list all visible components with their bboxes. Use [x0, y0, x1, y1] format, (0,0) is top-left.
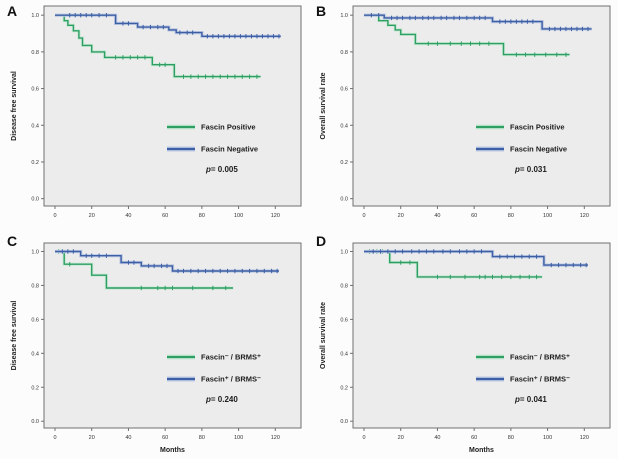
y-axis-tick-label: 0.4: [31, 123, 39, 129]
y-axis-tick-label: 1.0: [31, 13, 39, 19]
x-axis-tick-label: 40: [434, 213, 440, 219]
y-axis-tick-label: 0.6: [340, 317, 348, 323]
p-value: p= 0.005: [205, 165, 238, 174]
x-axis-tick-label: 120: [271, 213, 280, 219]
x-axis-tick-label: 60: [471, 213, 477, 219]
panel-a: A 0 20 40 60 80 100 120 1.0 0.8 0.6 0.4 0.2 0.0 Disea…: [0, 0, 309, 230]
x-axis-tick-label: 40: [125, 435, 131, 441]
x-axis-title: Months: [469, 447, 494, 454]
panel-c-label: C: [7, 233, 18, 249]
x-axis-tick-label: 20: [89, 435, 95, 441]
legend-label: Fascin Positive: [510, 123, 565, 132]
x-axis-tick-label: 20: [398, 435, 404, 441]
x-axis-tick-label: 100: [234, 213, 243, 219]
survival-curve: [55, 250, 234, 289]
km-chart-c: 0 20 40 60 80 100 120 1.0 0.8 0.6 0.4 0.2 0.0 Disease…: [11, 242, 302, 454]
x-axis-tick-label: 60: [162, 213, 168, 219]
plot-area: [43, 5, 302, 207]
panel-c: C 0 20 40 60 80 100 120 1.0 0.8 0.6 0.4 0.2 0.0 Disea…: [0, 230, 309, 459]
y-axis-tick-label: 0.4: [340, 123, 348, 129]
x-axis-tick-label: 100: [234, 435, 243, 441]
x-axis-tick-label: 40: [125, 213, 131, 219]
x-axis-tick-label: 0: [53, 213, 56, 219]
x-axis-tick-label: 0: [362, 435, 365, 441]
survival-curve: [55, 250, 279, 272]
x-axis-tick-label: 120: [271, 435, 280, 441]
legend-label: Fascin Negative: [510, 145, 567, 154]
panel-d: D 0 20 40 60 80 100 120 1.0 0.8 0.6 0.4 0.2 0.0 Overa…: [309, 230, 618, 459]
legend-label: Fascin⁺ / BRMS⁻: [201, 375, 261, 384]
x-axis-title: Months: [160, 447, 185, 454]
plot-area: [352, 242, 611, 429]
y-axis-tick-label: 1.0: [31, 249, 39, 255]
x-axis-tick-label: 100: [543, 213, 552, 219]
panel-b-label: B: [316, 3, 327, 19]
y-axis-tick-label: 0.2: [340, 160, 348, 166]
y-axis-tick-label: 0.0: [340, 197, 348, 203]
p-value: p= 0.240: [205, 395, 238, 404]
legend-label: Fascin⁺ / BRMS⁻: [510, 375, 570, 384]
x-axis-tick-label: 60: [162, 435, 168, 441]
y-axis-tick-label: 1.0: [340, 249, 348, 255]
y-axis-tick-label: 0.0: [31, 197, 39, 203]
x-axis-tick-label: 120: [580, 213, 589, 219]
x-axis-tick-label: 80: [199, 435, 205, 441]
x-axis-tick-label: 60: [471, 435, 477, 441]
survival-curve: [55, 14, 281, 37]
x-axis-tick-label: 100: [543, 435, 552, 441]
x-axis-tick-label: 80: [508, 213, 514, 219]
y-axis-tick-label: 0.2: [340, 385, 348, 391]
y-axis-tick-label: 0.0: [340, 419, 348, 425]
y-axis-title: Disease free survival: [11, 71, 18, 141]
p-value: p= 0.041: [514, 395, 547, 404]
x-axis-tick-label: 120: [580, 435, 589, 441]
x-axis-tick-label: 0: [53, 435, 56, 441]
plot-area: [43, 242, 302, 429]
y-axis-tick-label: 0.8: [31, 283, 39, 289]
y-axis-tick-label: 0.8: [31, 50, 39, 56]
y-axis-tick-label: 0.6: [31, 317, 39, 323]
y-axis-title: Overall survival rate: [320, 72, 327, 139]
y-axis-tick-label: 0.8: [340, 50, 348, 56]
survival-curve: [55, 14, 261, 78]
survival-curve: [364, 14, 592, 30]
x-axis-tick-label: 20: [89, 213, 95, 219]
x-axis-tick-label: 0: [362, 213, 365, 219]
x-axis-tick-label: 40: [434, 435, 440, 441]
x-axis-tick-label: 20: [398, 213, 404, 219]
y-axis-tick-label: 0.8: [340, 283, 348, 289]
panel-a-label: A: [7, 3, 18, 19]
legend-label: Fascin Negative: [201, 145, 258, 154]
p-value: p= 0.031: [514, 165, 547, 174]
panel-d-label: D: [316, 233, 327, 249]
y-axis-tick-label: 0.4: [31, 351, 39, 357]
km-chart-b: 0 20 40 60 80 100 120 1.0 0.8 0.6 0.4 0.2 0.0 Overall…: [320, 5, 611, 219]
x-axis-tick-label: 80: [508, 435, 514, 441]
km-chart-d: 0 20 40 60 80 100 120 1.0 0.8 0.6 0.4 0.2 0.0 Overall…: [320, 242, 611, 454]
y-axis-tick-label: 0.6: [340, 87, 348, 93]
y-axis-tick-label: 1.0: [340, 13, 348, 19]
y-axis-title: Overall survival rate: [320, 302, 327, 369]
plot-area: [352, 5, 611, 207]
y-axis-tick-label: 0.2: [31, 160, 39, 166]
y-axis-title: Disease free survival: [11, 301, 18, 371]
y-axis-tick-label: 0.2: [31, 385, 39, 391]
y-axis-tick-label: 0.6: [31, 87, 39, 93]
legend-label: Fascin Positive: [201, 123, 256, 132]
legend-label: Fascin⁻ / BRMS⁺: [510, 353, 570, 362]
legend-label: Fascin⁻ / BRMS⁺: [201, 353, 261, 362]
panel-b: B 0 20 40 60 80 100 120 1.0 0.8 0.6 0.4 0.2 0.0 Overa…: [309, 0, 618, 230]
y-axis-tick-label: 0.4: [340, 351, 348, 357]
x-axis-tick-label: 80: [199, 213, 205, 219]
y-axis-tick-label: 0.0: [31, 419, 39, 425]
km-chart-a: 0 20 40 60 80 100 120 1.0 0.8 0.6 0.4 0.2 0.0 Disease…: [11, 5, 302, 219]
